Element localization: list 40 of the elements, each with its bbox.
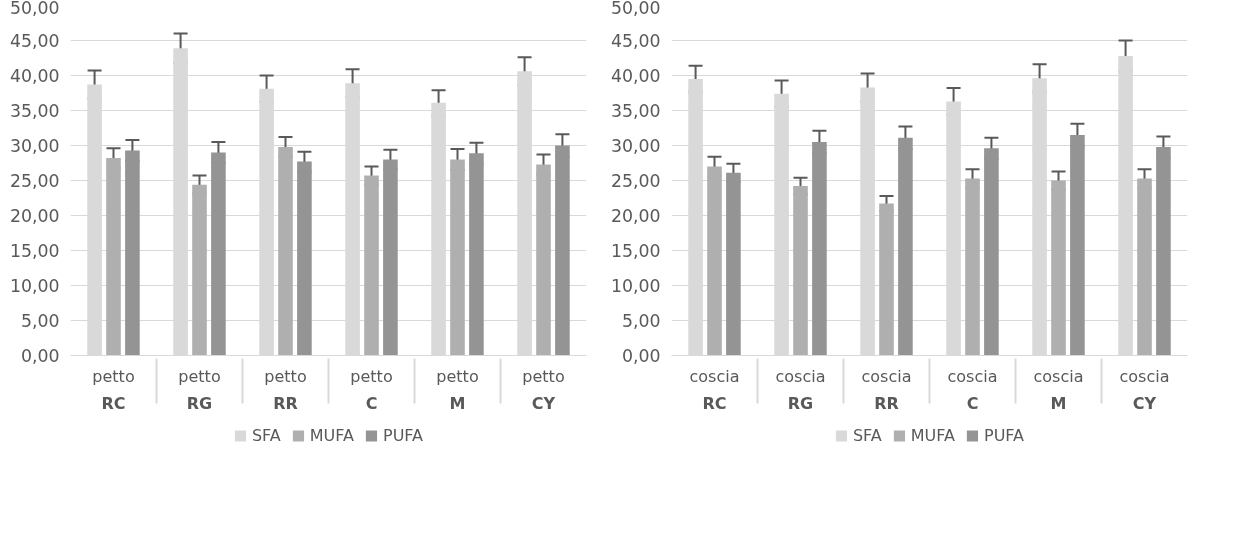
category-label: coscia RC	[689, 366, 740, 413]
y-tick-label: 35,00	[610, 101, 661, 121]
y-tick-label: 5,00	[20, 311, 60, 331]
category-label: coscia RR	[861, 366, 912, 413]
y-tick-label: 10,00	[610, 276, 661, 296]
y-tick-label: 25,00	[9, 171, 60, 191]
y-tick-label: 40,00	[9, 66, 60, 86]
category-label: coscia CY	[1119, 366, 1170, 413]
legend-label: MUFA	[309, 425, 354, 445]
category-label: petto RR	[264, 366, 307, 413]
category-label: coscia RG	[775, 366, 826, 413]
legend-label: SFA	[852, 425, 882, 445]
y-tick-label: 15,00	[610, 241, 661, 261]
y-tick-label: 10,00	[9, 276, 60, 296]
y-tick-label: 15,00	[9, 241, 60, 261]
y-tick-label: 5,00	[621, 311, 661, 331]
category-label: coscia M	[1033, 366, 1084, 413]
category-label: coscia C	[947, 366, 998, 413]
category-label: petto CY	[522, 366, 565, 413]
y-tick-label: 0,00	[621, 346, 661, 366]
y-tick-label: 20,00	[9, 206, 60, 226]
y-tick-label: 30,00	[9, 136, 60, 156]
y-tick-label: 45,00	[9, 31, 60, 51]
y-tick-label: 50,00	[9, 0, 60, 18]
y-tick-label: 20,00	[610, 206, 661, 226]
y-tick-label: 25,00	[610, 171, 661, 191]
y-tick-label: 40,00	[610, 66, 661, 86]
category-label: petto C	[350, 366, 393, 413]
legend-label: PUFA	[383, 425, 424, 445]
legend-label: SFA	[251, 425, 281, 445]
category-label: petto RC	[92, 366, 135, 413]
legend-label: PUFA	[984, 425, 1025, 445]
y-tick-label: 30,00	[610, 136, 661, 156]
y-tick-label: 50,00	[610, 0, 661, 18]
legend-label: MUFA	[910, 425, 955, 445]
y-tick-label: 35,00	[9, 101, 60, 121]
category-label: petto RG	[178, 366, 221, 413]
y-tick-label: 45,00	[610, 31, 661, 51]
category-label: petto M	[436, 366, 479, 413]
y-tick-label: 0,00	[20, 346, 60, 366]
